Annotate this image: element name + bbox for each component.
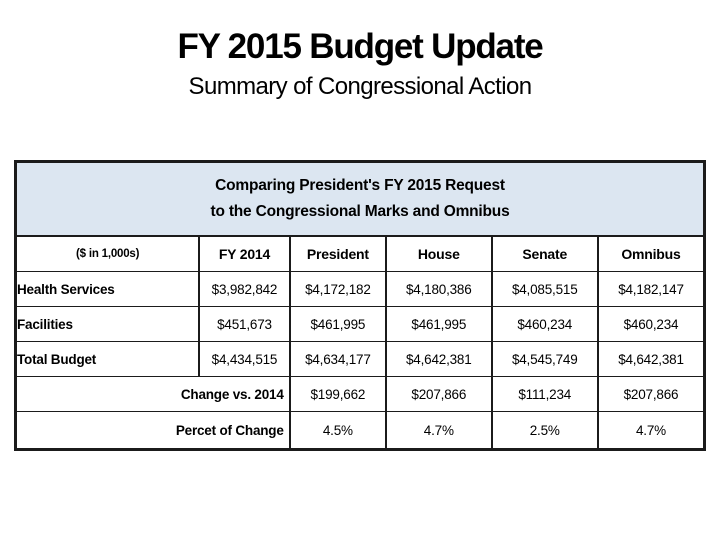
column-header-row: ($ in 1,000s) FY 2014 President House Se… — [14, 236, 706, 272]
cell-value: $207,866 — [385, 376, 493, 412]
cell-value: 2.5% — [490, 411, 599, 450]
table-row-change-vs-2014: Change vs. 2014 $199,662 $207,866 $111,2… — [14, 376, 706, 412]
cell-value: $3,982,842 — [198, 271, 291, 307]
cell-value: $111,234 — [490, 376, 599, 412]
column-header-president: President — [288, 236, 388, 272]
table-row-total-budget: Total Budget $4,434,515 $4,634,177 $4,64… — [14, 341, 706, 377]
cell-value: $4,642,381 — [385, 341, 493, 377]
cell-value: 4.7% — [596, 411, 706, 450]
cell-value: $451,673 — [198, 306, 291, 342]
cell-value: 4.5% — [288, 411, 388, 450]
cell-value: $207,866 — [596, 376, 706, 412]
table-row-percent-of-change: Percet of Change 4.5% 4.7% 2.5% 4.7% — [14, 411, 706, 450]
column-header-senate: Senate — [490, 236, 599, 272]
table-title-band: Comparing President's FY 2015 Request to… — [15, 161, 705, 237]
column-header-fy2014: FY 2014 — [198, 236, 291, 272]
table-title-line2: to the Congressional Marks and Omnibus — [210, 203, 510, 220]
cell-value: $461,995 — [385, 306, 493, 342]
cell-value: $4,085,515 — [490, 271, 599, 307]
cell-value: $460,234 — [596, 306, 706, 342]
slide-title: FY 2015 Budget Update — [177, 27, 543, 66]
column-header-units: ($ in 1,000s) — [14, 236, 201, 272]
table-title: Comparing President's FY 2015 Request to… — [15, 161, 705, 237]
cell-value: $4,642,381 — [596, 341, 706, 377]
row-label: Change vs. 2014 — [14, 376, 291, 412]
row-label: Percet of Change — [14, 411, 291, 450]
cell-value: $4,634,177 — [288, 341, 388, 377]
cell-value: $460,234 — [490, 306, 599, 342]
cell-value: $461,995 — [288, 306, 388, 342]
cell-value: $4,182,147 — [596, 271, 706, 307]
budget-comparison-table: Comparing President's FY 2015 Request to… — [14, 160, 706, 451]
row-label: Health Services — [14, 271, 201, 307]
row-label: Total Budget — [14, 341, 201, 377]
cell-value: $4,434,515 — [198, 341, 291, 377]
cell-value: $4,545,749 — [490, 341, 599, 377]
table-row-facilities: Facilities $451,673 $461,995 $461,995 $4… — [14, 306, 706, 342]
column-header-omnibus: Omnibus — [596, 236, 706, 272]
table-row-health-services: Health Services $3,982,842 $4,172,182 $4… — [14, 271, 706, 307]
cell-value: $4,180,386 — [385, 271, 493, 307]
column-header-house: House — [385, 236, 493, 272]
title-block: FY 2015 Budget Update Summary of Congres… — [0, 28, 720, 102]
cell-value: 4.7% — [385, 411, 493, 450]
cell-value: $199,662 — [288, 376, 388, 412]
slide-subtitle: Summary of Congressional Action — [188, 73, 533, 100]
cell-value: $4,172,182 — [288, 271, 388, 307]
table-title-line1: Comparing President's FY 2015 Request — [215, 177, 505, 194]
row-label: Facilities — [14, 306, 201, 342]
budget-table: Comparing President's FY 2015 Request to… — [14, 160, 706, 451]
